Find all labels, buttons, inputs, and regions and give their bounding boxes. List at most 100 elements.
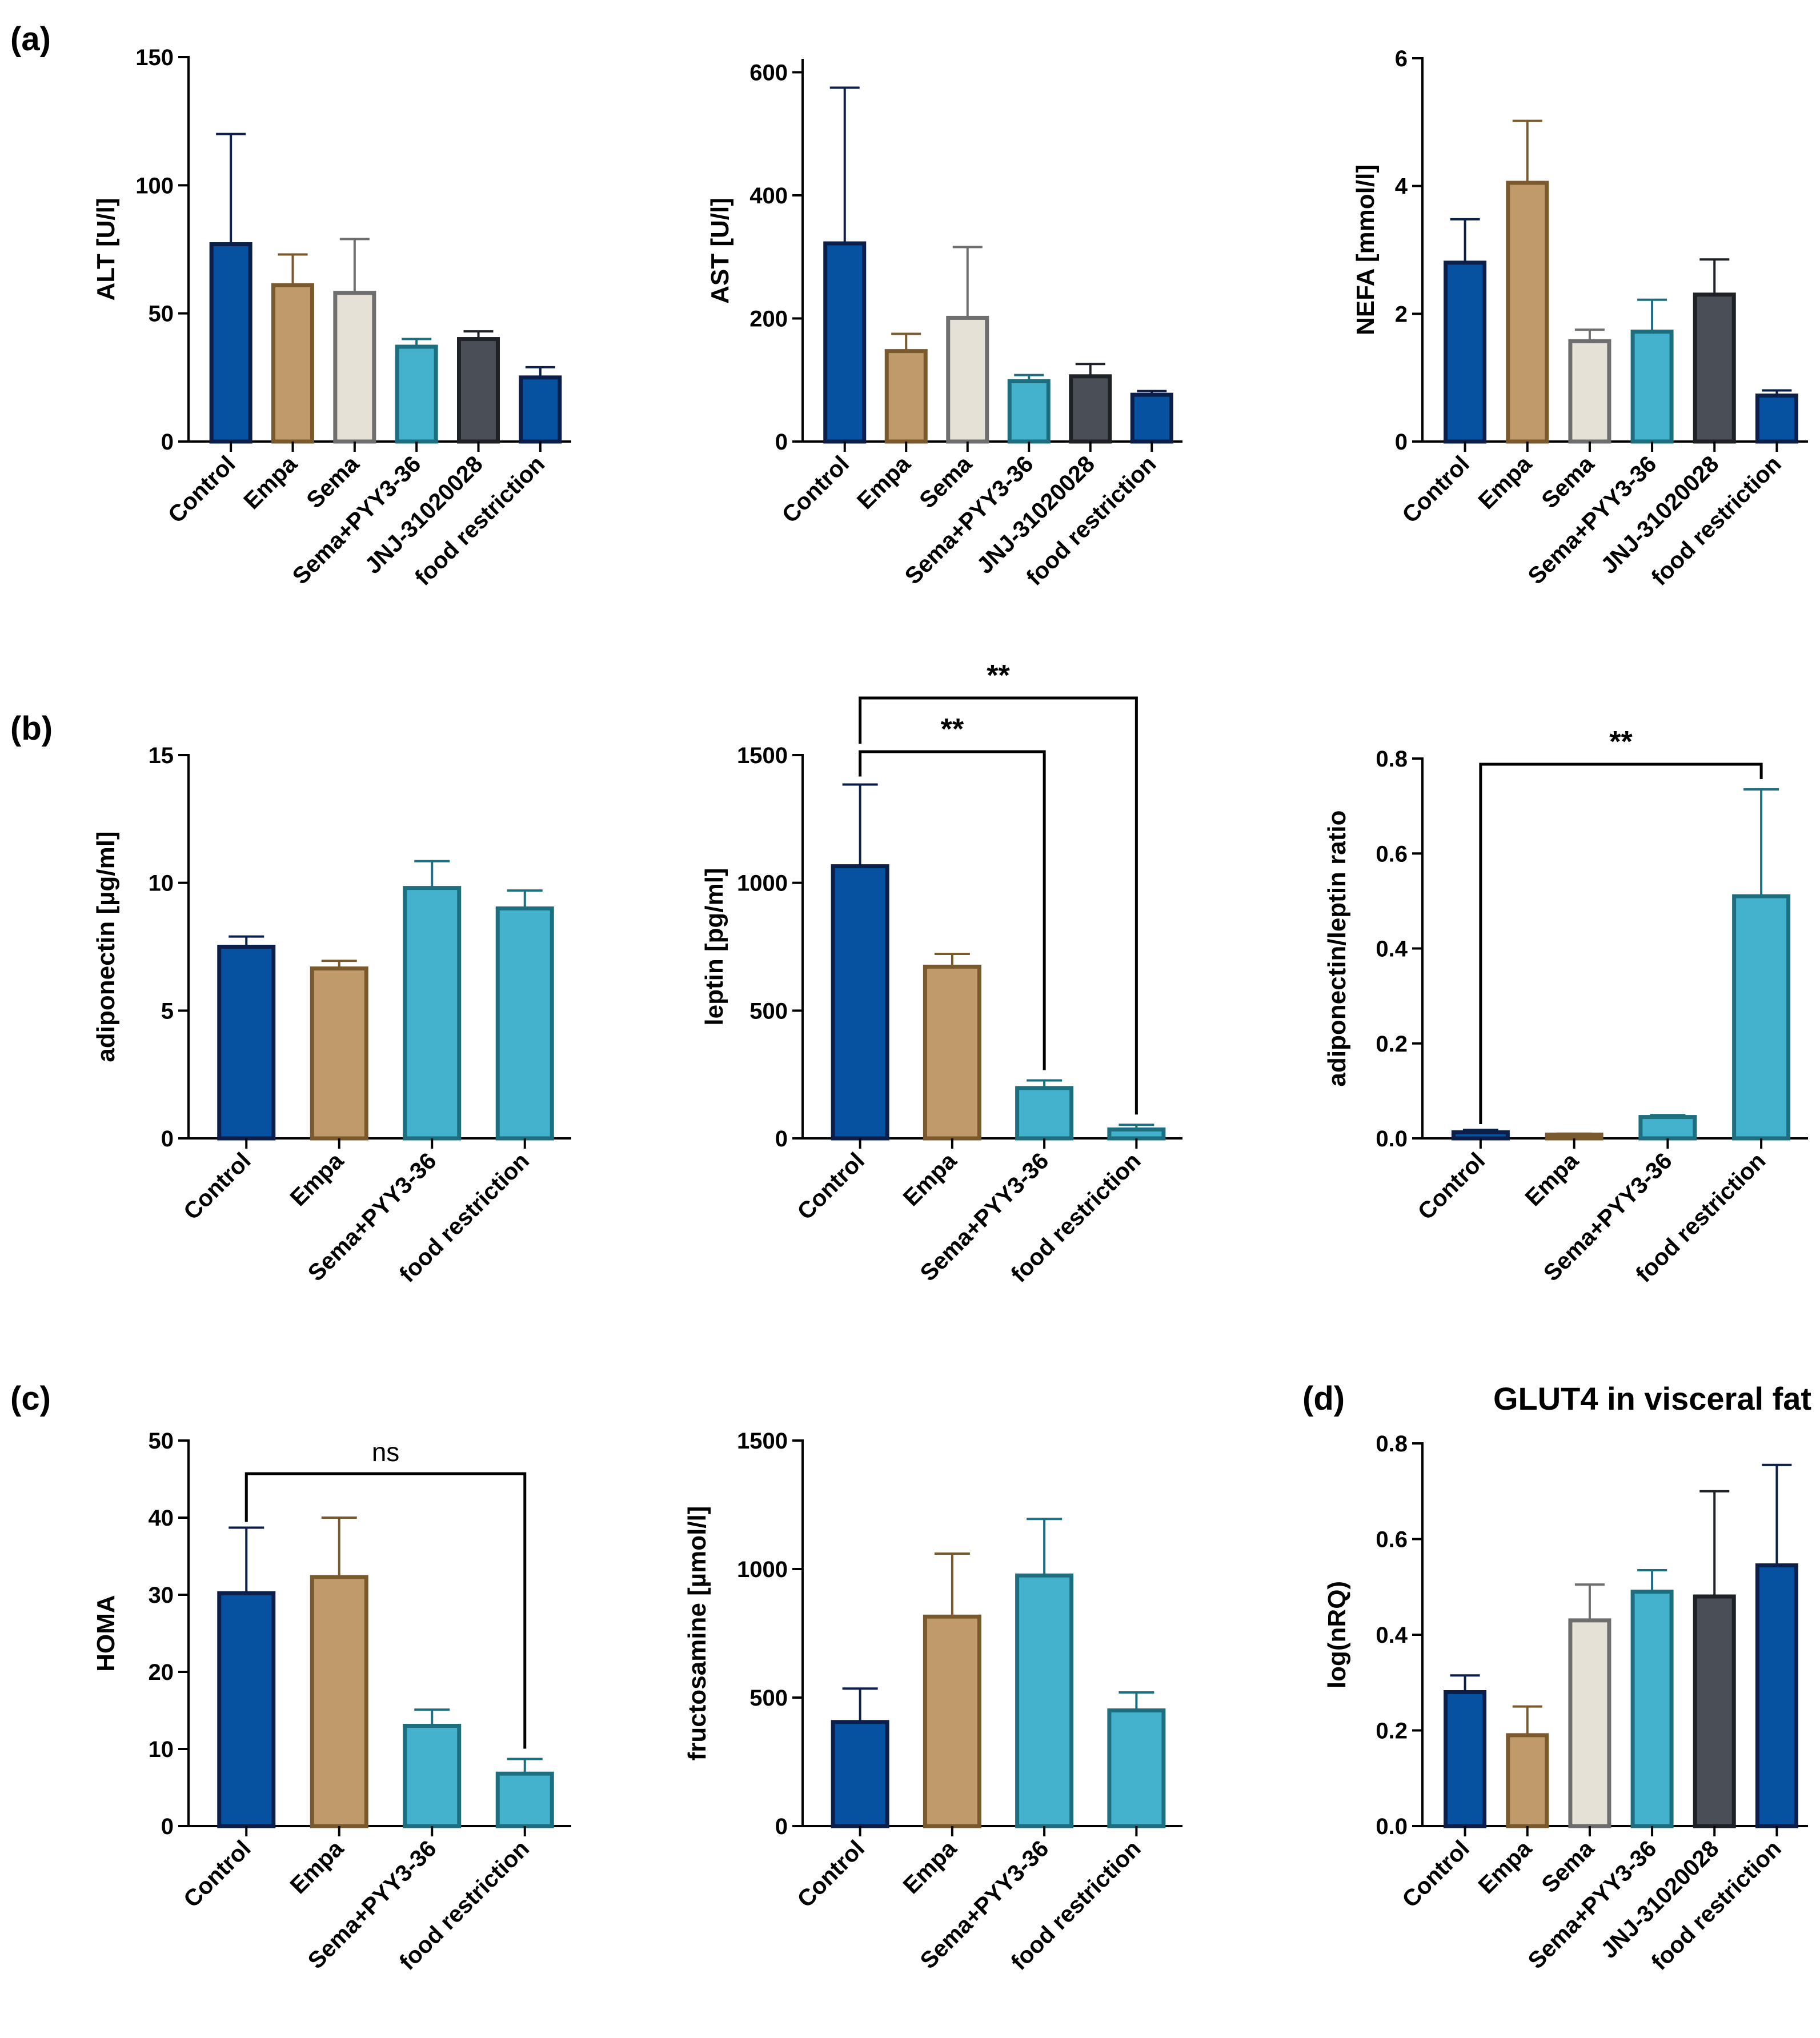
bar-empa [1506,1733,1549,1828]
y-tick-label: 0 [161,1126,174,1152]
category-label-empa: Empa [1520,1147,1584,1211]
bar-food-restriction [495,906,554,1141]
y-tick-label: 0.2 [1376,1719,1408,1744]
chart-title: GLUT4 in visceral fat [1493,1381,1811,1417]
y-axis-label: ALT [U/l] [92,198,120,300]
bar-sema-pyy3-36 [1630,330,1674,444]
category-label-control: Control [178,1835,256,1913]
bar-sema [1568,339,1611,444]
panel-label-b: (b) [10,710,53,747]
bar-empa [271,283,314,444]
bar-control [1444,1690,1487,1828]
significance-bracket [859,750,1046,1070]
significance-bracket [244,1472,527,1749]
y-tick-label: 0.4 [1376,1623,1408,1648]
y-tick-label: 0.6 [1376,1527,1408,1552]
y-tick-label: 10 [149,1737,174,1762]
category-label-empa: Empa [238,450,302,514]
category-label-control: Control [1413,1148,1490,1225]
y-axis-label: HOMA [92,1595,120,1671]
bar-sema-pyy3-36 [1630,1590,1674,1828]
bar-jnj-31020028 [1069,374,1112,444]
y-tick-label: 1500 [737,743,788,768]
panel-label-a: (a) [10,21,51,58]
bar-jnj-31020028 [457,337,500,444]
fructosamine-chart: 0 500 1000 1500 fructosamine [µmol/l] Control… [683,1429,1182,1975]
category-label-empa: Empa [1473,1835,1537,1899]
y-tick-label: 4 [1395,174,1408,199]
significance-bracket [859,696,1138,1115]
y-tick-label: 0.6 [1376,841,1408,866]
bar-food-restriction [495,1771,554,1828]
y-tick-label: 0.0 [1376,1814,1408,1839]
y-tick-label: 50 [149,302,174,327]
category-label-control: Control [792,1835,869,1913]
bar-sema-pyy3-36 [403,1724,462,1828]
y-tick-label: 600 [749,61,788,86]
bar-empa [923,964,981,1141]
bar-control [831,864,889,1141]
bar-food-restriction [519,375,562,444]
y-axis-label: adiponectin/leptin ratio [1323,810,1351,1086]
category-label-empa: Empa [852,450,916,514]
bar-food-restriction [1107,1127,1166,1141]
significance-bracket [1479,763,1763,1125]
bar-control [1444,260,1487,444]
y-tick-label: 0 [161,1814,174,1839]
y-tick-label: 200 [749,307,788,332]
y-axis-label: adiponectin [µg/ml] [92,831,120,1062]
bar-control [209,242,252,444]
bar-sema [333,291,376,444]
y-tick-label: 50 [149,1429,174,1454]
bar-empa [923,1614,981,1828]
category-label-control: Control [178,1148,256,1225]
y-tick-label: 15 [149,743,174,768]
bar-sema [1568,1618,1611,1828]
y-tick-label: 40 [149,1506,174,1531]
y-tick-label: 1000 [737,871,788,896]
bar-jnj-31020028 [1693,1594,1736,1828]
adiponectin-leptin-ratio-chart: 0.0 0.2 0.4 0.6 0.8 adiponectin/leptin ratio C… [1323,725,1808,1287]
bar-food-restriction [1107,1708,1166,1828]
y-tick-label: 20 [149,1660,174,1685]
bar-food-restriction [1755,393,1798,444]
category-label-control: Control [163,451,240,528]
bar-sema-pyy3-36 [1015,1086,1074,1141]
y-axis-label: AST [U/l] [706,198,734,304]
category-label-control: Control [1397,1835,1474,1913]
bar-sema-pyy3-36 [1007,379,1051,444]
bar-sema-pyy3-36 [1638,1115,1697,1141]
y-tick-label: 150 [135,45,174,70]
y-axis-label: leptin [pg/ml] [700,868,728,1025]
y-tick-label: 0.0 [1376,1126,1408,1152]
category-label-control: Control [777,451,855,528]
category-label-control: Control [1397,451,1474,528]
bar-food-restriction [1732,894,1791,1141]
bar-sema [946,315,989,444]
panel-label-d: (d) [1302,1380,1345,1417]
bar-sema-pyy3-36 [395,344,438,444]
category-label-empa: Empa [285,1147,349,1211]
y-tick-label: 500 [749,998,788,1024]
y-axis-label: log(nRQ) [1323,1581,1351,1688]
bar-sema-pyy3-36 [403,886,462,1141]
y-tick-label: 1500 [737,1429,788,1454]
bar-empa [1506,180,1549,444]
y-axis-label: NEFA [mmol/l] [1352,165,1380,335]
y-tick-label: 1000 [737,1557,788,1582]
y-tick-label: 0.2 [1376,1032,1408,1057]
bar-control [831,1720,889,1828]
bar-control [1451,1130,1510,1141]
significance-label: ** [941,713,964,746]
y-axis-label: fructosamine [µmol/l] [683,1506,711,1761]
bar-control [217,945,276,1141]
bar-jnj-31020028 [1693,292,1736,444]
y-tick-label: 0 [161,430,174,455]
